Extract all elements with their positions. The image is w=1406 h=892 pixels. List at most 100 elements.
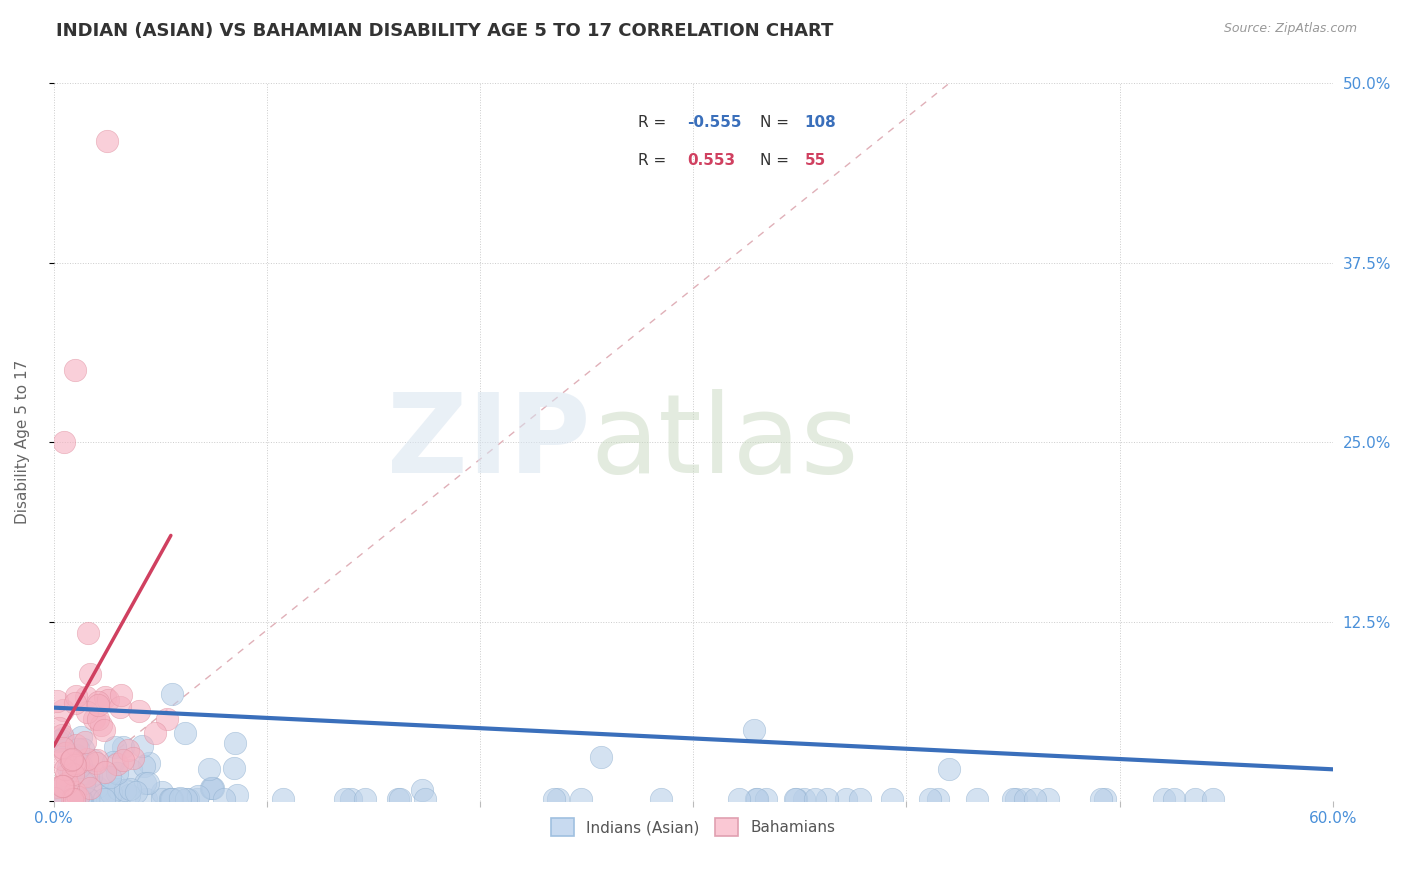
Point [335, 792, 357, 806]
Point [783, 792, 806, 806]
Text: R =: R = [638, 153, 666, 168]
Point [60, 752, 83, 766]
Point [547, 792, 569, 806]
Point [1163, 792, 1185, 806]
Point [100, 787, 122, 801]
Point [65, 689, 87, 703]
Point [138, 756, 160, 771]
Point [93, 690, 115, 704]
Point [114, 782, 136, 797]
Point [226, 788, 249, 802]
Point [1002, 792, 1025, 806]
Point [224, 736, 246, 750]
Point [128, 704, 150, 718]
Point [53, 746, 76, 760]
Text: N =: N = [759, 115, 789, 129]
Point [804, 792, 827, 806]
Point [118, 781, 141, 796]
Text: atlas: atlas [591, 389, 859, 496]
Point [111, 740, 134, 755]
Point [63, 363, 86, 377]
Point [105, 765, 128, 780]
Point [73, 776, 96, 790]
Point [101, 755, 124, 769]
Point [169, 791, 191, 805]
Point [143, 726, 166, 740]
Point [1184, 792, 1206, 806]
Point [1024, 792, 1046, 806]
Point [60, 792, 83, 806]
Point [1094, 792, 1116, 806]
Point [65, 785, 87, 799]
Point [73, 735, 96, 749]
Point [76, 705, 98, 719]
Point [62, 756, 84, 771]
Point [754, 792, 776, 806]
Point [97, 693, 120, 707]
Point [122, 751, 145, 765]
Point [69, 730, 91, 744]
Point [111, 753, 134, 767]
Point [79, 780, 101, 795]
Point [728, 792, 751, 806]
Legend: Indians (Asian), Bahamians: Indians (Asian), Bahamians [544, 811, 842, 844]
Point [67, 759, 90, 773]
Text: -0.555: -0.555 [686, 115, 741, 129]
Point [51, 752, 73, 766]
Point [98, 770, 121, 784]
Point [55, 768, 77, 782]
Point [62, 792, 84, 806]
Point [834, 792, 856, 806]
Point [387, 792, 409, 806]
Point [86, 780, 108, 794]
Point [67, 790, 90, 805]
Point [159, 792, 181, 806]
Point [66, 742, 89, 756]
Point [186, 792, 208, 806]
Point [135, 792, 157, 806]
Point [202, 780, 225, 795]
Point [110, 689, 132, 703]
Point [174, 725, 197, 739]
Point [353, 792, 375, 806]
Point [197, 762, 219, 776]
Point [105, 756, 128, 771]
Point [134, 775, 156, 789]
Point [83, 712, 105, 726]
Point [56, 761, 79, 775]
Point [70, 792, 93, 806]
Point [90, 718, 112, 732]
Point [96, 792, 118, 806]
Text: R =: R = [638, 115, 666, 129]
Point [742, 723, 765, 737]
Point [785, 792, 807, 806]
Point [76, 752, 98, 766]
Point [55, 762, 77, 776]
Point [79, 667, 101, 681]
Point [107, 781, 129, 796]
Point [131, 739, 153, 754]
Point [45, 791, 67, 805]
Point [42, 791, 65, 805]
Point [938, 762, 960, 776]
Point [53, 435, 76, 450]
Point [214, 792, 236, 806]
Point [160, 792, 183, 806]
Text: ZIP: ZIP [388, 389, 591, 496]
Point [46, 784, 69, 798]
Point [339, 792, 361, 806]
Point [132, 759, 155, 773]
Text: 0.553: 0.553 [686, 153, 735, 168]
Point [849, 792, 872, 806]
Point [72, 742, 94, 756]
Point [77, 792, 100, 806]
Point [72, 792, 94, 806]
Point [177, 792, 200, 806]
Point [52, 731, 75, 745]
Point [591, 750, 613, 764]
Point [93, 792, 115, 806]
Point [880, 792, 903, 806]
Point [69, 758, 91, 772]
Point [160, 687, 183, 701]
Point [1090, 792, 1112, 806]
